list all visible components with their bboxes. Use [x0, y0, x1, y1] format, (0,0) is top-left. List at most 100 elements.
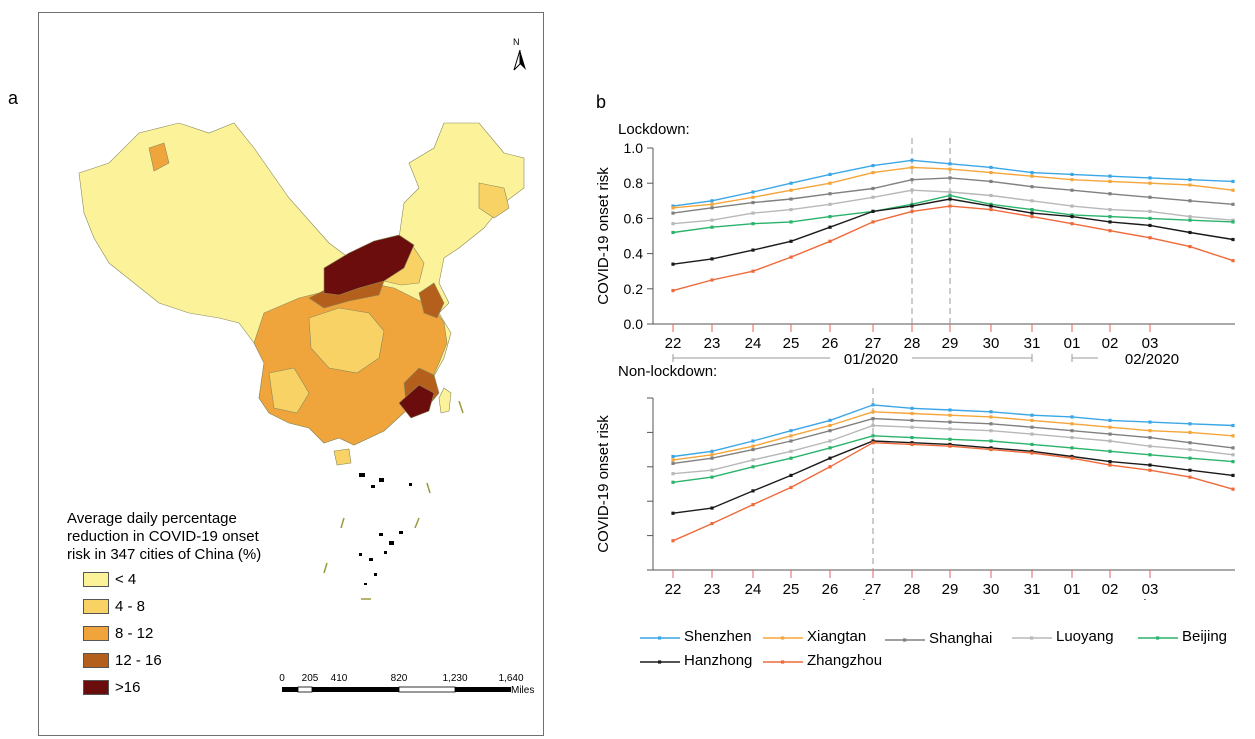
- series-line-hanzhong: [672, 198, 1234, 265]
- data-point: [828, 418, 832, 422]
- data-point: [1188, 456, 1192, 460]
- data-point: [1231, 423, 1235, 428]
- data-point: [1030, 171, 1034, 175]
- x-tick-label: 28: [904, 335, 921, 352]
- data-point: [710, 257, 714, 261]
- data-point: [871, 186, 875, 191]
- data-point: [1030, 185, 1034, 189]
- data-point: [751, 269, 755, 273]
- scale-unit-label: Miles: [511, 685, 535, 696]
- data-point: [1070, 456, 1074, 460]
- data-point: [789, 181, 793, 185]
- data-point: [710, 468, 714, 472]
- data-point: [671, 458, 675, 462]
- data-point: [910, 158, 914, 162]
- data-point: [1070, 222, 1074, 226]
- data-point: [871, 423, 875, 428]
- data-point: [1070, 454, 1074, 459]
- data-point: [910, 204, 914, 208]
- data-point: [671, 204, 675, 208]
- data-point: [1188, 475, 1192, 479]
- data-point: [1231, 434, 1235, 438]
- data-point: [948, 190, 952, 194]
- data-point: [910, 202, 914, 206]
- data-point: [910, 441, 914, 445]
- data-point: [828, 239, 832, 243]
- data-point: [789, 208, 793, 212]
- data-point: [1188, 230, 1192, 235]
- data-point: [1108, 229, 1112, 233]
- x-tick-label: 23: [704, 581, 721, 598]
- map-region-east-coast: [418, 282, 445, 319]
- data-point: [910, 188, 914, 192]
- data-point: [871, 403, 875, 407]
- data-point: [828, 202, 832, 206]
- data-point: [1030, 442, 1034, 447]
- x-tick-label: 26: [822, 335, 839, 352]
- data-point: [1070, 188, 1074, 192]
- y-tick-label: 0.0: [624, 316, 644, 332]
- data-point: [989, 179, 993, 184]
- data-point: [789, 434, 793, 438]
- data-point: [1108, 418, 1112, 422]
- scale-tick-label: 205: [301, 673, 319, 684]
- x-tick-label: 31: [1024, 581, 1041, 598]
- data-point: [1108, 460, 1112, 464]
- data-point: [1030, 199, 1034, 203]
- data-point: [871, 209, 875, 213]
- data-point: [1231, 259, 1235, 263]
- x-tick-label: 27: [865, 335, 882, 352]
- data-point: [1108, 463, 1112, 467]
- series-legend-swatch: [1012, 636, 1052, 640]
- map-legend-label: >16: [115, 679, 141, 696]
- x-tick-label: 31: [1024, 335, 1041, 352]
- data-point: [828, 225, 832, 229]
- map-region-northwest-spot: [148, 142, 170, 172]
- data-point: [1188, 218, 1192, 222]
- map-region-north-china: [323, 234, 415, 296]
- map-legend-swatch: [83, 599, 109, 614]
- month-label: 02/2020: [1125, 597, 1179, 600]
- data-point: [871, 417, 875, 421]
- data-point: [1108, 179, 1112, 184]
- data-point: [1231, 487, 1235, 491]
- data-point: [948, 408, 952, 412]
- data-point: [710, 218, 714, 222]
- data-point: [789, 239, 793, 243]
- data-point: [751, 211, 755, 215]
- data-point: [1070, 446, 1074, 450]
- data-point: [989, 202, 993, 206]
- data-point: [989, 429, 993, 433]
- scale-tick-label: 1,640: [498, 673, 524, 684]
- data-point: [948, 420, 952, 424]
- series-legend-label: Shanghai: [929, 630, 993, 647]
- map-legend-swatch: [83, 572, 109, 587]
- data-point: [710, 506, 714, 510]
- y-tick-label: 1.0: [624, 140, 644, 156]
- data-point: [751, 444, 755, 448]
- data-point: [828, 446, 832, 450]
- data-point: [1231, 237, 1235, 242]
- month-label: 01/2020: [844, 351, 898, 368]
- data-point: [751, 448, 755, 452]
- data-point: [1070, 178, 1074, 182]
- data-point: [1030, 451, 1034, 455]
- data-point: [671, 472, 675, 476]
- data-point: [710, 456, 714, 460]
- data-point: [948, 204, 952, 208]
- data-point: [789, 456, 793, 460]
- data-point: [671, 511, 675, 515]
- data-point: [910, 425, 914, 429]
- x-tick-label: 02: [1102, 581, 1119, 598]
- chart-title: Non-lockdown:: [618, 363, 717, 380]
- x-tick-label: 28: [904, 581, 921, 598]
- data-point: [871, 171, 875, 175]
- data-point: [751, 200, 755, 205]
- data-point: [1188, 441, 1192, 445]
- data-point: [710, 449, 714, 453]
- data-point: [871, 410, 875, 414]
- data-point: [751, 465, 755, 469]
- y-tick-label: 0.8: [624, 175, 644, 191]
- map-legend-title-line: Average daily percentage: [67, 510, 237, 527]
- data-point: [1148, 195, 1152, 199]
